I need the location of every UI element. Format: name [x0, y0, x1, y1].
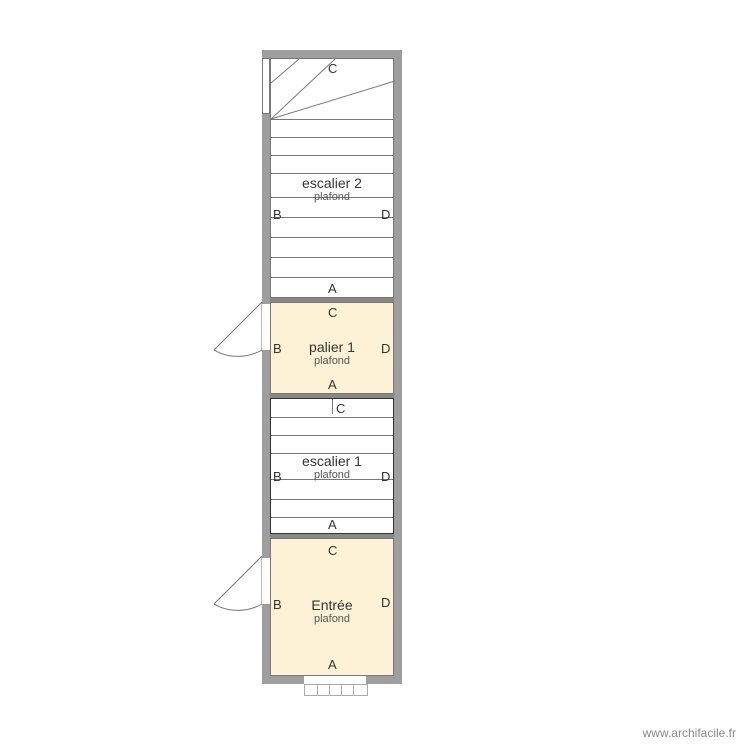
- stair-step: [271, 277, 393, 278]
- letter-d: D: [381, 341, 390, 356]
- letter-b: B: [273, 207, 282, 222]
- stair-step: [271, 417, 393, 418]
- wall-top: [262, 50, 402, 58]
- room-title: escalier 1: [271, 453, 393, 469]
- letter-a: A: [328, 281, 337, 296]
- room-sub: plafond: [271, 613, 393, 625]
- room-title: Entrée: [271, 597, 393, 613]
- letter-c: C: [328, 305, 337, 320]
- stair-center-top: [332, 399, 334, 414]
- stair-step: [271, 237, 393, 238]
- door-opening-bottom: [304, 676, 366, 684]
- floorplan-canvas: escalier 2 plafond C B D A palier 1 plaf…: [0, 0, 750, 750]
- letter-d: D: [381, 595, 390, 610]
- door-opening-entree: [262, 558, 270, 604]
- room-sub: plafond: [271, 355, 393, 367]
- stair-step: [271, 435, 393, 436]
- room-title: escalier 2: [271, 175, 393, 191]
- room-title: palier 1: [271, 339, 393, 355]
- letter-d: D: [381, 207, 390, 222]
- room-entree: Entrée plafond C B D A: [270, 538, 394, 676]
- entry-step: [304, 684, 368, 696]
- letter-b: B: [273, 469, 282, 484]
- stair-step: [271, 173, 393, 174]
- stair-step: [271, 499, 393, 500]
- door-opening-palier-1: [262, 304, 270, 350]
- watermark: www.archifacile.fr: [643, 726, 736, 740]
- room-escalier-1: escalier 1 plafond C B D A: [270, 398, 394, 534]
- stair-step: [271, 257, 393, 258]
- wall-right: [394, 50, 402, 684]
- stair-step: [271, 155, 393, 156]
- letter-c: C: [336, 401, 345, 416]
- letter-a: A: [328, 517, 337, 532]
- letter-c: C: [328, 543, 337, 558]
- window-top-left: [262, 58, 270, 114]
- room-sub: plafond: [271, 191, 393, 203]
- room-palier-1: palier 1 plafond C B D A: [270, 302, 394, 394]
- room-escalier-2: escalier 2 plafond C B D A: [270, 58, 394, 298]
- stair-step: [271, 137, 393, 138]
- letter-d: D: [381, 469, 390, 484]
- letter-b: B: [273, 597, 282, 612]
- letter-c: C: [328, 61, 337, 76]
- letter-a: A: [328, 657, 337, 672]
- room-sub: plafond: [271, 469, 393, 481]
- letter-b: B: [273, 341, 282, 356]
- letter-a: A: [328, 377, 337, 392]
- stair-step: [271, 217, 393, 218]
